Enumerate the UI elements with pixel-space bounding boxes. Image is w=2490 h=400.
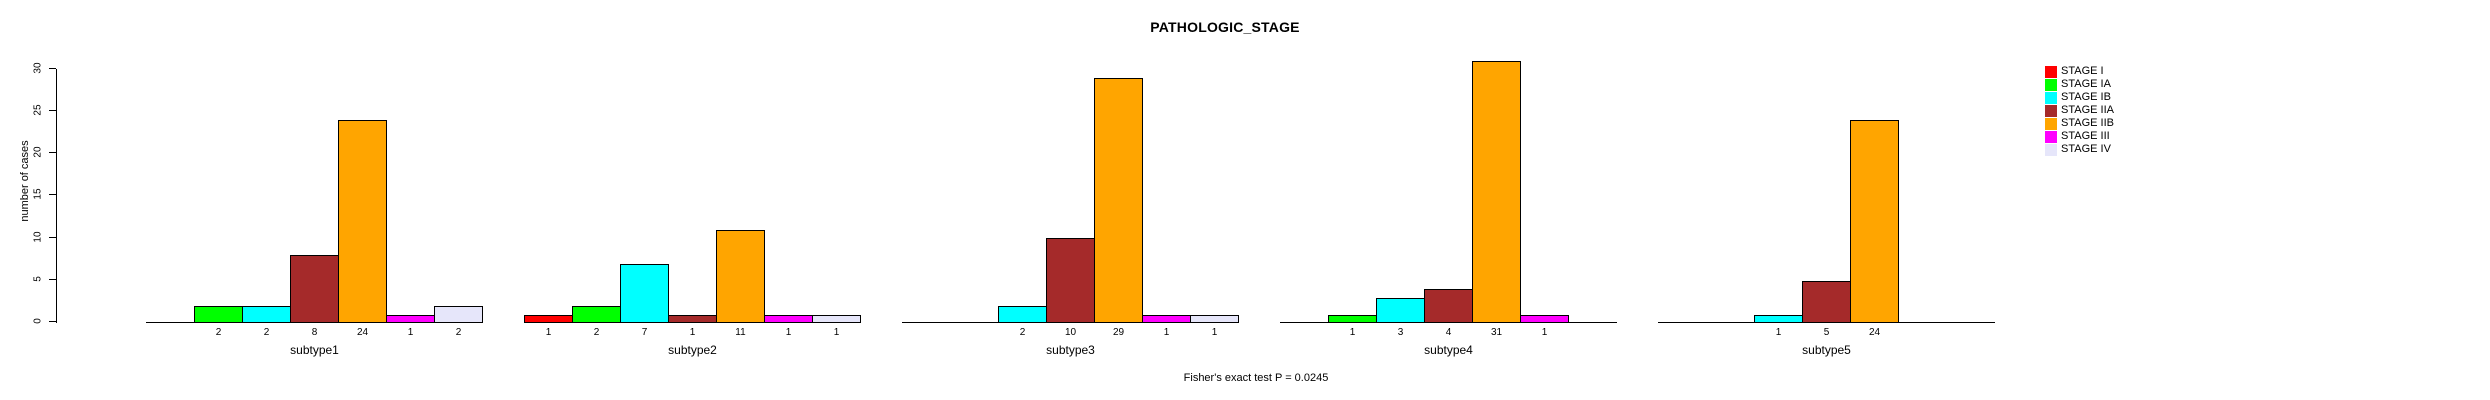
subtype-label: subtype5 xyxy=(1802,343,1851,357)
legend-color-swatch xyxy=(2045,65,2057,78)
y-tick-label: 30 xyxy=(32,62,44,74)
bar-stage-iia xyxy=(1802,281,1851,323)
bar-stage-ib xyxy=(998,306,1047,323)
bar-stage-iib xyxy=(716,230,765,323)
legend-color-swatch xyxy=(2045,117,2057,130)
bar-stage-i xyxy=(524,315,573,323)
bar-value-label: 8 xyxy=(311,327,318,338)
y-tick-label: 5 xyxy=(32,276,44,282)
legend-color-swatch xyxy=(2045,104,2057,117)
bar-stage-ia xyxy=(572,306,621,323)
bar-value-label: 2 xyxy=(455,327,462,338)
legend-label: STAGE I xyxy=(2061,65,2104,77)
bar-value-label: 4 xyxy=(1445,327,1452,338)
bar-value-label: 1 xyxy=(785,327,792,338)
y-axis-label: number of cases xyxy=(19,140,31,222)
bar-stage-iv xyxy=(1190,315,1239,323)
bar-value-label: 5 xyxy=(1823,327,1830,338)
bar-stage-iib xyxy=(1850,120,1899,323)
legend-item: STAGE III xyxy=(2045,130,2114,143)
chart-title: PATHOLOGIC_STAGE xyxy=(1150,19,1300,35)
bar-stage-ia xyxy=(1328,315,1377,323)
bar-stage-iv xyxy=(812,315,861,323)
bar-value-label: 1 xyxy=(545,327,552,338)
bar-stage-iii xyxy=(386,315,435,323)
bar-value-label: 3 xyxy=(1397,327,1404,338)
legend: STAGE I STAGE IA STAGE IB STAGE IIA STAGE II… xyxy=(2045,65,2114,156)
legend-color-swatch xyxy=(2045,130,2057,143)
y-tick-mark xyxy=(49,321,56,322)
y-tick-mark xyxy=(49,68,56,69)
legend-label: STAGE IV xyxy=(2061,143,2111,155)
bar-value-label: 11 xyxy=(735,327,746,338)
stats-caption: Fisher's exact test P = 0.0245 xyxy=(1183,372,1329,384)
bar-value-label: 24 xyxy=(356,327,369,338)
bar-value-label: 1 xyxy=(1163,327,1170,338)
bar-stage-iia xyxy=(1424,289,1473,323)
y-tick-mark xyxy=(49,194,56,195)
bar-value-label: 1 xyxy=(1775,327,1782,338)
bar-stage-iib xyxy=(1472,61,1521,323)
legend-item: STAGE IB xyxy=(2045,91,2114,104)
legend-item: STAGE I xyxy=(2045,65,2114,78)
legend-color-swatch xyxy=(2045,91,2057,104)
legend-item: STAGE IIB xyxy=(2045,117,2114,130)
bar-stage-iii xyxy=(1520,315,1569,323)
bar-stage-iia xyxy=(1046,238,1095,323)
bar-stage-iib xyxy=(1094,78,1143,323)
bar-value-label: 2 xyxy=(1019,327,1026,338)
legend-label: STAGE IIB xyxy=(2061,117,2114,129)
bar-value-label: 1 xyxy=(1349,327,1356,338)
legend-label: STAGE IIA xyxy=(2061,104,2114,116)
legend-label: STAGE III xyxy=(2061,130,2110,142)
bar-value-label: 1 xyxy=(1211,327,1218,338)
subtype-label: subtype4 xyxy=(1424,343,1473,357)
bar-stage-ib xyxy=(242,306,291,323)
bar-value-label: 24 xyxy=(1868,327,1881,338)
bar-value-label: 29 xyxy=(1112,327,1125,338)
legend-color-swatch xyxy=(2045,78,2057,91)
bar-value-label: 7 xyxy=(641,327,648,338)
bar-value-label: 31 xyxy=(1490,327,1503,338)
legend-item: STAGE IIA xyxy=(2045,104,2114,117)
legend-item: STAGE IV xyxy=(2045,143,2114,156)
bar-stage-iib xyxy=(338,120,387,323)
bar-value-label: 1 xyxy=(1541,327,1548,338)
bar-stage-ia xyxy=(194,306,243,323)
y-tick-label: 25 xyxy=(32,104,44,116)
bar-stage-iia xyxy=(290,255,339,323)
bar-value-label: 1 xyxy=(689,327,696,338)
bar-value-label: 2 xyxy=(215,327,222,338)
y-tick-label: 0 xyxy=(32,318,44,324)
bar-stage-ib xyxy=(1754,315,1803,323)
bar-value-label: 2 xyxy=(263,327,270,338)
bar-stage-iii xyxy=(1142,315,1191,323)
y-tick-mark xyxy=(49,279,56,280)
legend-color-swatch xyxy=(2045,143,2057,156)
bar-value-label: 1 xyxy=(833,327,840,338)
y-tick-mark xyxy=(49,237,56,238)
bar-stage-ib xyxy=(1376,298,1425,323)
y-tick-label: 10 xyxy=(32,231,44,243)
y-tick-label: 20 xyxy=(32,146,44,158)
subtype-label: subtype2 xyxy=(668,343,717,357)
bar-stage-ib xyxy=(620,264,669,323)
legend-label: STAGE IB xyxy=(2061,91,2111,103)
y-axis-line xyxy=(56,69,57,323)
legend-item: STAGE IA xyxy=(2045,78,2114,91)
bar-value-label: 2 xyxy=(593,327,600,338)
y-tick-label: 15 xyxy=(32,188,44,200)
bar-stage-iii xyxy=(764,315,813,323)
subtype-label: subtype3 xyxy=(1046,343,1095,357)
y-tick-mark xyxy=(49,152,56,153)
legend-label: STAGE IA xyxy=(2061,78,2111,90)
subtype-label: subtype1 xyxy=(290,343,339,357)
bar-stage-iv xyxy=(434,306,483,323)
bar-value-label: 10 xyxy=(1064,327,1077,338)
y-tick-mark xyxy=(49,110,56,111)
bar-value-label: 1 xyxy=(407,327,414,338)
bar-stage-iia xyxy=(668,315,717,323)
